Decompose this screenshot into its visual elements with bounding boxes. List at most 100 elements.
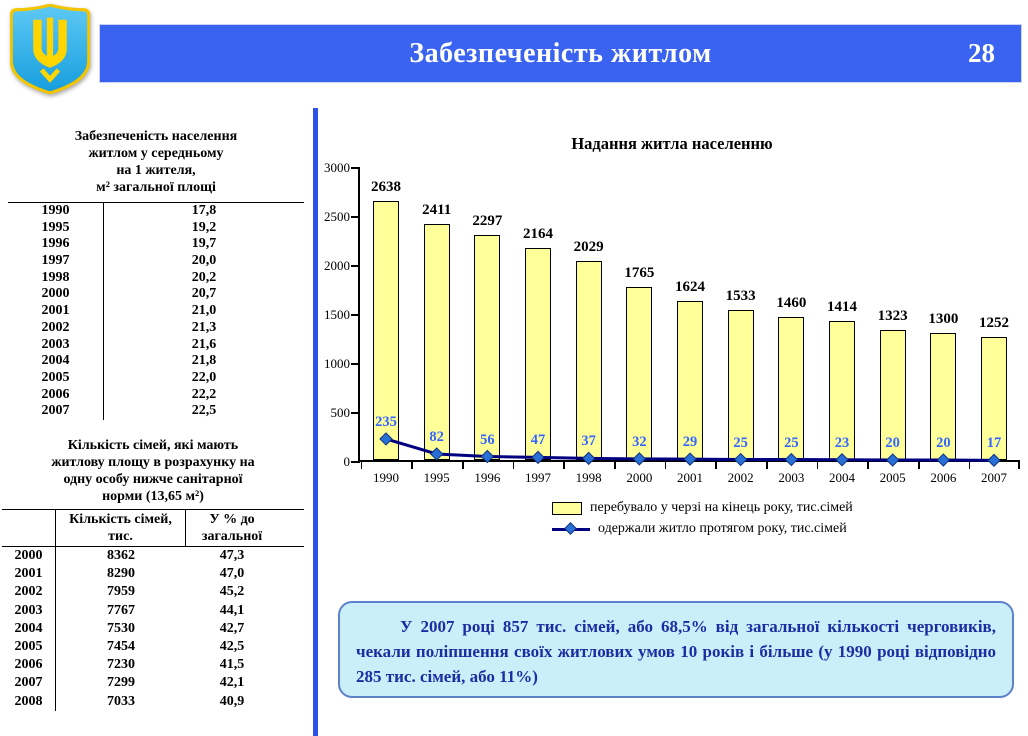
year-cell: 2000	[2, 547, 56, 566]
bar	[525, 247, 551, 460]
year-cell: 2007	[2, 674, 56, 693]
table-row: 2001 8290 47,0	[2, 565, 304, 584]
line-value-label: 23	[834, 434, 850, 451]
year-cell: 2002	[2, 583, 56, 602]
count-cell: 7299	[107, 675, 135, 691]
count-cell: 7959	[107, 584, 135, 600]
y-axis-label: 1000	[324, 356, 350, 371]
x-axis-tick	[512, 460, 515, 469]
table-row: 1998 20,2	[8, 269, 304, 287]
legend-bar-swatch	[552, 501, 582, 515]
line-marker	[581, 451, 596, 466]
year-cell: 2000	[8, 286, 104, 304]
table-row: 1990 17,8	[8, 203, 304, 220]
bar-value-label: 2029	[573, 239, 604, 256]
year-cell: 2004	[8, 353, 104, 370]
x-axis-label: 1990	[373, 470, 399, 485]
bar	[677, 300, 703, 460]
avg-area-table-body: 1990 17,8 1995 19,2 1996 19,7 1997 20,0 1998 20,2…	[8, 202, 304, 420]
x-axis-tick	[766, 460, 768, 469]
year-cell: 2004	[2, 619, 56, 638]
bar	[930, 332, 957, 460]
value-cell: 20,2	[191, 269, 217, 285]
percent-column-header: У % до загальної	[201, 512, 263, 544]
header-bar: Забезпеченість житлом 28	[100, 25, 1021, 82]
percent-cell: 42,1	[219, 675, 245, 691]
housing-chart: Надання житла населенню 0 500 1000 1500 2000…	[322, 112, 1022, 594]
ukraine-coat-of-arms-logo	[10, 4, 90, 94]
table-row: 2007 22,5	[8, 403, 304, 420]
title-line: одну особу нижче санітарної	[63, 472, 243, 487]
bar	[829, 321, 855, 460]
title-line: норми (13,65 м²)	[102, 489, 204, 504]
line-value-label: 17	[986, 435, 1002, 452]
bar	[626, 287, 653, 460]
percent-cell: 42,7	[219, 620, 245, 636]
legend-bar-label: перебувало у черзі на кінець року, тис.с…	[590, 500, 853, 515]
bar-value-label: 1765	[624, 265, 655, 282]
bar-value-label: 1624	[675, 278, 705, 295]
avg-area-table: Забезпеченість населення житлом у середн…	[8, 128, 304, 420]
table-row: 2002 7959 45,2	[2, 583, 304, 602]
table-row: 2000 20,7	[8, 286, 304, 304]
x-axis-label: 2002	[727, 470, 754, 485]
year-cell: 1995	[8, 219, 104, 237]
line-marker	[429, 447, 444, 461]
x-axis-tick	[411, 460, 413, 469]
x-axis-tick	[563, 460, 565, 469]
value-cell: 20,7	[191, 286, 217, 302]
x-axis-label: 2004	[829, 470, 855, 485]
count-cell: 7530	[107, 620, 135, 636]
legend-line-label: одержали житло протягом року, тис.сімей	[598, 521, 847, 536]
value-cell: 19,7	[191, 236, 217, 252]
page-title: Забезпеченість житлом	[409, 37, 712, 69]
line-value-label: 25	[784, 434, 799, 451]
chart-title: Надання житла населенню	[571, 134, 773, 153]
x-axis-label: 2003	[778, 470, 805, 485]
title-line: на 1 жителя,	[116, 163, 196, 178]
x-axis-label: 2005	[879, 470, 906, 485]
year-cell: 2007	[8, 403, 104, 420]
bar-value-label: 1533	[725, 287, 756, 304]
year-column-header	[2, 510, 56, 546]
x-axis-label: 1998	[575, 470, 602, 485]
value-cell: 22,5	[191, 403, 217, 419]
line-value-label: 20	[885, 435, 900, 452]
x-axis-label: 2000	[626, 470, 653, 485]
line-marker	[835, 453, 849, 467]
bar-value-label: 2297	[472, 212, 503, 229]
table-row: 2008 7033 40,9	[2, 692, 304, 711]
line-marker	[480, 449, 495, 464]
x-axis-label: 1997	[525, 470, 551, 485]
line-marker	[784, 452, 799, 467]
year-cell: 1990	[8, 203, 104, 220]
legend-line-swatch	[552, 521, 590, 535]
value-cell: 21,8	[191, 353, 217, 369]
families-table-body: 2000 8362 47,3 2001 8290 47,0 2002 7959 45,2 2003…	[2, 547, 304, 711]
table-row: 2004 21,8	[8, 353, 304, 370]
x-axis-label: 2007	[981, 470, 1007, 485]
families-table-header: Кількість сімей, тис. У % до загальної	[2, 509, 304, 547]
bar	[879, 330, 906, 460]
note-text: У 2007 році 857 тис. сімей, або 68,5% ві…	[356, 617, 996, 686]
percent-cell: 40,9	[219, 693, 245, 709]
count-cell: 7230	[107, 657, 135, 673]
x-axis-tick	[816, 460, 819, 469]
title-line: Кількість сімей, які мають	[67, 438, 239, 453]
year-cell: 2003	[8, 336, 104, 354]
x-axis-tick	[867, 460, 869, 469]
year-cell: 2005	[2, 637, 56, 657]
y-axis-label: 500	[330, 405, 351, 420]
percent-cell: 41,5	[219, 657, 245, 673]
line-marker	[936, 453, 951, 467]
line-value-label: 47	[530, 432, 546, 449]
bar-value-label: 2164	[523, 225, 553, 242]
x-axis-tick	[360, 460, 363, 469]
trident-middle-prong	[46, 17, 54, 66]
table-row: 2007 7299 42,1	[2, 674, 304, 693]
y-axis-tick	[351, 461, 360, 463]
percent-cell: 47,0	[219, 566, 245, 582]
line-value-label: 56	[480, 431, 495, 448]
line-value-label: 235	[375, 413, 397, 430]
table-row: 2002 21,3	[8, 319, 304, 337]
